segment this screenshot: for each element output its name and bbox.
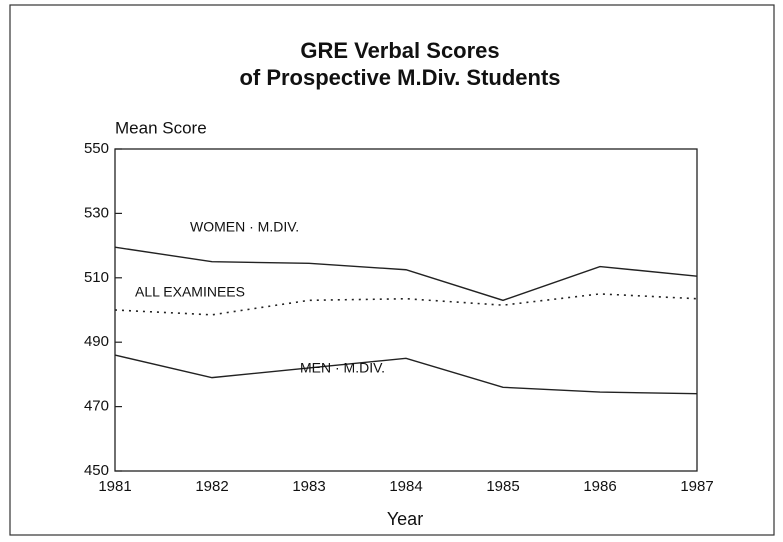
x-tick-label: 1984 — [389, 478, 422, 495]
y-axis-label: Mean Score — [115, 118, 207, 137]
series-label: WOMEN · M.DIV. — [190, 219, 299, 235]
y-tick-label: 450 — [84, 462, 109, 479]
frame — [9, 4, 775, 536]
x-tick-label: 1981 — [98, 478, 131, 495]
x-axis-label: Year — [387, 509, 423, 529]
y-tick-label: 530 — [84, 204, 109, 221]
chart-title: GRE Verbal Scores — [300, 38, 499, 63]
y-tick-label: 490 — [84, 333, 109, 350]
plot-area — [114, 148, 698, 472]
x-tick-label: 1986 — [583, 478, 616, 495]
y-tick-label: 550 — [84, 140, 109, 157]
series-line — [114, 246, 698, 302]
series-line — [114, 354, 698, 395]
series-label: MEN · M.DIV. — [300, 360, 385, 376]
x-tick-label: 1982 — [195, 478, 228, 495]
y-tick-label: 510 — [84, 269, 109, 286]
x-tick-label: 1983 — [292, 478, 325, 495]
x-tick-label: 1985 — [486, 478, 519, 495]
x-tick-label: 1987 — [680, 478, 713, 495]
series-label: ALL EXAMINEES — [135, 284, 245, 300]
y-tick-label: 470 — [84, 398, 109, 415]
chart-title: of Prospective M.Div. Students — [239, 65, 560, 90]
